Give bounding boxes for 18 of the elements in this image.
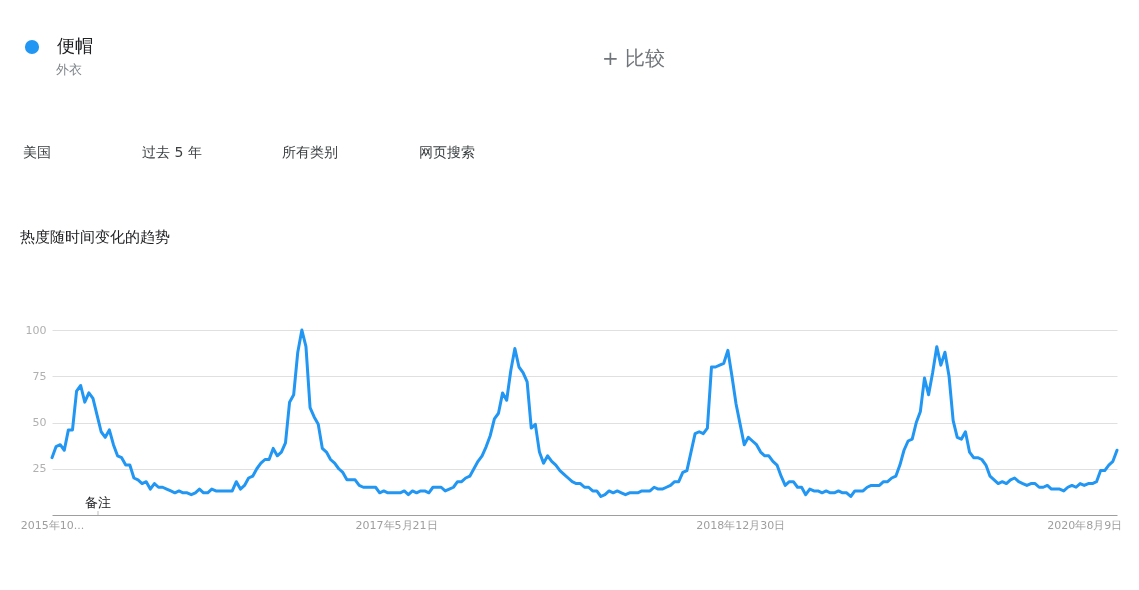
- annotation: 备注: [85, 495, 111, 510]
- text: 美国: [23, 144, 51, 160]
- y-tick-label: 50: [32, 416, 47, 429]
- text: + 比较: [602, 46, 666, 70]
- x-tick-label: 2015年10...: [20, 518, 85, 532]
- legend-label: 便帽: [57, 35, 93, 56]
- line-series: [50, 328, 1119, 498]
- text: 外衣: [56, 62, 82, 77]
- y-tick-label: 100: [25, 323, 47, 337]
- text: 所有类别: [282, 144, 338, 160]
- y-tick-label: 75: [32, 369, 47, 383]
- x-tick-label: 2017年5月21日: [355, 518, 438, 532]
- text: 过去 5 年: [142, 144, 202, 160]
- text: 网页搜索: [419, 144, 475, 160]
- x-tick-label: 2018年12月30日: [696, 518, 786, 532]
- chart-title: 热度随时间变化的趋势: [20, 228, 170, 246]
- x-tick-label: 2020年8月9日: [1047, 518, 1123, 532]
- y-tick-label: 25: [32, 462, 47, 476]
